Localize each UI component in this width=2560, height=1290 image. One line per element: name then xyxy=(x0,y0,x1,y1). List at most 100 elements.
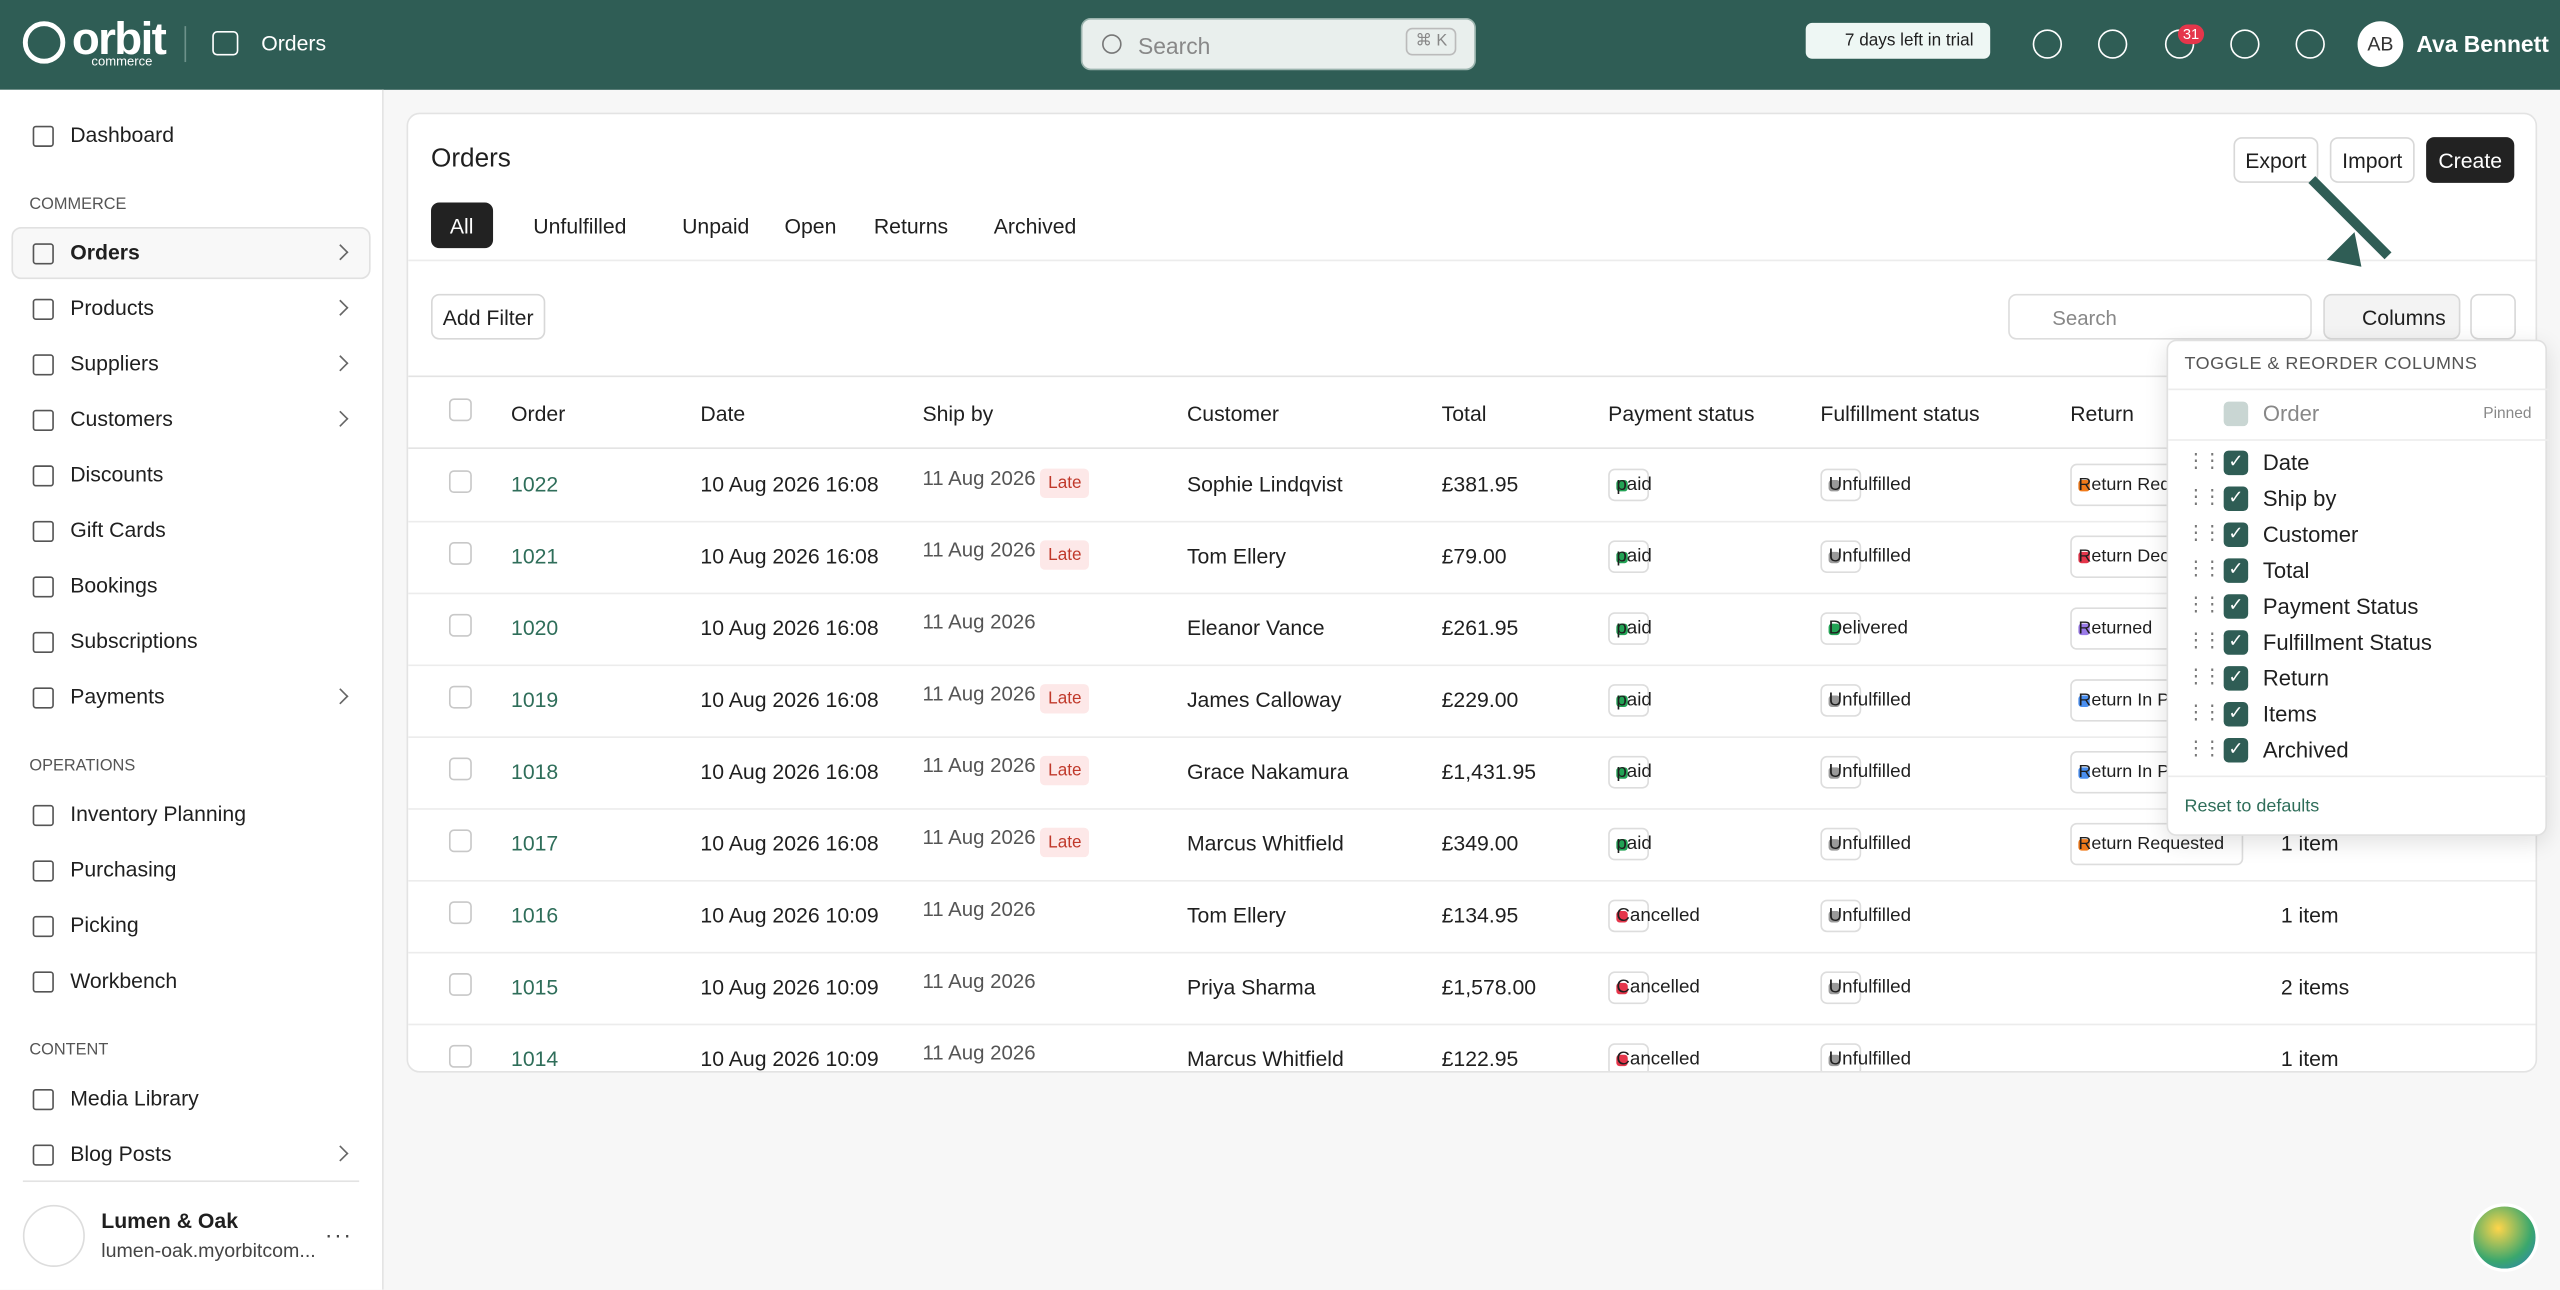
row-checkbox[interactable] xyxy=(448,470,472,494)
order-link[interactable]: 1014 xyxy=(511,1046,559,1072)
sidebar-toggle[interactable] xyxy=(212,31,239,56)
cell-date: 10 Aug 2026 16:08 xyxy=(700,831,879,856)
nav-item[interactable]: Discounts xyxy=(70,462,164,487)
header-icon[interactable] xyxy=(2032,29,2063,59)
cell-ship-by: 11 Aug 2026 xyxy=(922,682,1036,706)
nav-item[interactable]: Suppliers xyxy=(70,351,159,376)
column-check[interactable]: ✓ xyxy=(2223,594,2249,619)
search-icon xyxy=(1102,34,1122,54)
row-checkbox[interactable] xyxy=(448,973,472,996)
drag-handle[interactable]: ⋮⋮ xyxy=(2186,556,2222,580)
row-checkbox[interactable] xyxy=(448,1044,472,1068)
reset-link[interactable]: Reset to defaults xyxy=(2184,796,2320,817)
nav-item[interactable]: Orders xyxy=(70,239,140,265)
action-button[interactable]: Export xyxy=(2233,137,2319,183)
status-text: Unfulfilled xyxy=(1828,834,1912,854)
drag-handle[interactable]: ⋮⋮ xyxy=(2186,628,2222,652)
cell-total: £229.00 xyxy=(1441,687,1519,712)
row-checkbox[interactable] xyxy=(448,685,472,709)
search-box[interactable]: Search ⌘ K xyxy=(1080,17,1476,71)
column-check[interactable]: ✓ xyxy=(2223,737,2249,763)
drag-handle[interactable]: ⋮⋮ xyxy=(2186,484,2222,508)
status-badge: paid xyxy=(1608,540,1652,574)
nav-item[interactable]: Picking xyxy=(70,912,139,938)
header-icon[interactable] xyxy=(2097,29,2128,59)
sort-button[interactable] xyxy=(2470,293,2516,340)
cell-ship-by: 11 Aug 2026 xyxy=(922,969,1036,993)
divider xyxy=(184,26,187,63)
tab[interactable]: All xyxy=(431,202,493,249)
header-checkbox[interactable] xyxy=(448,398,472,422)
header-icon[interactable] xyxy=(2295,29,2325,59)
row-checkbox[interactable] xyxy=(448,613,472,637)
nav-item[interactable]: Purchasing xyxy=(70,857,177,882)
order-link[interactable]: 1015 xyxy=(511,974,559,1000)
header-icon[interactable] xyxy=(2230,29,2260,59)
help-bubble[interactable] xyxy=(2470,1203,2539,1272)
order-link[interactable]: 1020 xyxy=(511,615,559,640)
column-check[interactable]: ✓ xyxy=(2223,450,2249,476)
status-badge: Cancelled xyxy=(1608,1043,1700,1072)
status-dot xyxy=(1616,838,1628,850)
column-check[interactable]: ✓ xyxy=(2223,666,2249,691)
nav-item[interactable]: Subscriptions xyxy=(70,628,198,654)
column-check[interactable]: ✓ xyxy=(2223,522,2249,547)
add-filter[interactable]: Add Filter xyxy=(431,293,546,340)
status-dot xyxy=(2078,622,2090,635)
nav-item[interactable]: Dashboard xyxy=(70,122,175,147)
tab[interactable]: Unfulfilled xyxy=(502,202,658,249)
row-divider xyxy=(408,808,2536,810)
table-search[interactable]: Search xyxy=(2008,293,2312,340)
action-button[interactable]: Import xyxy=(2329,137,2415,183)
columns-button[interactable]: Columns xyxy=(2323,293,2461,340)
order-link[interactable]: 1017 xyxy=(511,831,559,856)
column-header: Date xyxy=(700,401,746,427)
nav-item[interactable]: Workbench xyxy=(70,968,178,993)
row-checkbox[interactable] xyxy=(448,757,472,781)
column-check[interactable]: ✓ xyxy=(2223,630,2249,655)
order-link[interactable]: 1022 xyxy=(511,471,559,497)
nav-item[interactable]: Bookings xyxy=(70,573,158,598)
order-link[interactable]: 1018 xyxy=(511,759,559,784)
nav-icon xyxy=(32,354,54,376)
column-check[interactable]: ✓ xyxy=(2223,558,2249,583)
action-button[interactable]: Create xyxy=(2426,137,2515,183)
nav-item[interactable]: Customers xyxy=(70,406,173,432)
row-checkbox[interactable] xyxy=(448,542,472,565)
nav-item[interactable]: Products xyxy=(70,295,154,320)
drag-handle[interactable]: ⋮⋮ xyxy=(2186,520,2222,544)
cell-total: £1,431.95 xyxy=(1441,759,1537,784)
drag-handle[interactable]: ⋮⋮ xyxy=(2186,664,2222,688)
store-menu[interactable]: ··· xyxy=(324,1221,353,1248)
avatar[interactable]: AB xyxy=(2357,21,2404,67)
trial-badge[interactable]: 7 days left in trial xyxy=(1805,22,1990,59)
drag-handle[interactable]: ⋮⋮ xyxy=(2186,736,2222,760)
order-link[interactable]: 1021 xyxy=(511,543,559,569)
status-dot xyxy=(2078,838,2090,850)
nav-item[interactable]: Payments xyxy=(70,684,165,709)
nav-item[interactable]: Gift Cards xyxy=(70,517,166,543)
nav-item[interactable]: Blog Posts xyxy=(70,1141,172,1166)
drag-handle[interactable]: ⋮⋮ xyxy=(2186,448,2222,472)
pinned-check xyxy=(2223,401,2249,427)
drag-handle[interactable]: ⋮⋮ xyxy=(2186,592,2222,616)
row-checkbox[interactable] xyxy=(448,829,472,853)
status-dot xyxy=(1828,910,1840,922)
notification-count: 31 xyxy=(2177,24,2205,45)
tab[interactable]: Unpaid xyxy=(667,202,765,249)
nav-item[interactable]: Inventory Planning xyxy=(70,801,247,827)
column-check[interactable]: ✓ xyxy=(2223,486,2249,512)
tab[interactable]: Archived xyxy=(974,202,1096,249)
drag-handle[interactable]: ⋮⋮ xyxy=(2186,700,2222,724)
tab[interactable]: Returns xyxy=(856,202,966,249)
row-checkbox[interactable] xyxy=(448,901,472,925)
divider xyxy=(2168,388,2549,391)
column-check[interactable]: ✓ xyxy=(2223,702,2249,727)
tab[interactable]: Open xyxy=(773,202,848,249)
nav-item[interactable]: Media Library xyxy=(70,1085,199,1111)
order-link[interactable]: 1019 xyxy=(511,687,559,712)
cell-date: 10 Aug 2026 16:08 xyxy=(700,759,879,784)
status-badge: Unfulfilled xyxy=(1820,899,1911,933)
cell-date: 10 Aug 2026 10:09 xyxy=(700,1046,879,1072)
order-link[interactable]: 1016 xyxy=(511,902,559,928)
